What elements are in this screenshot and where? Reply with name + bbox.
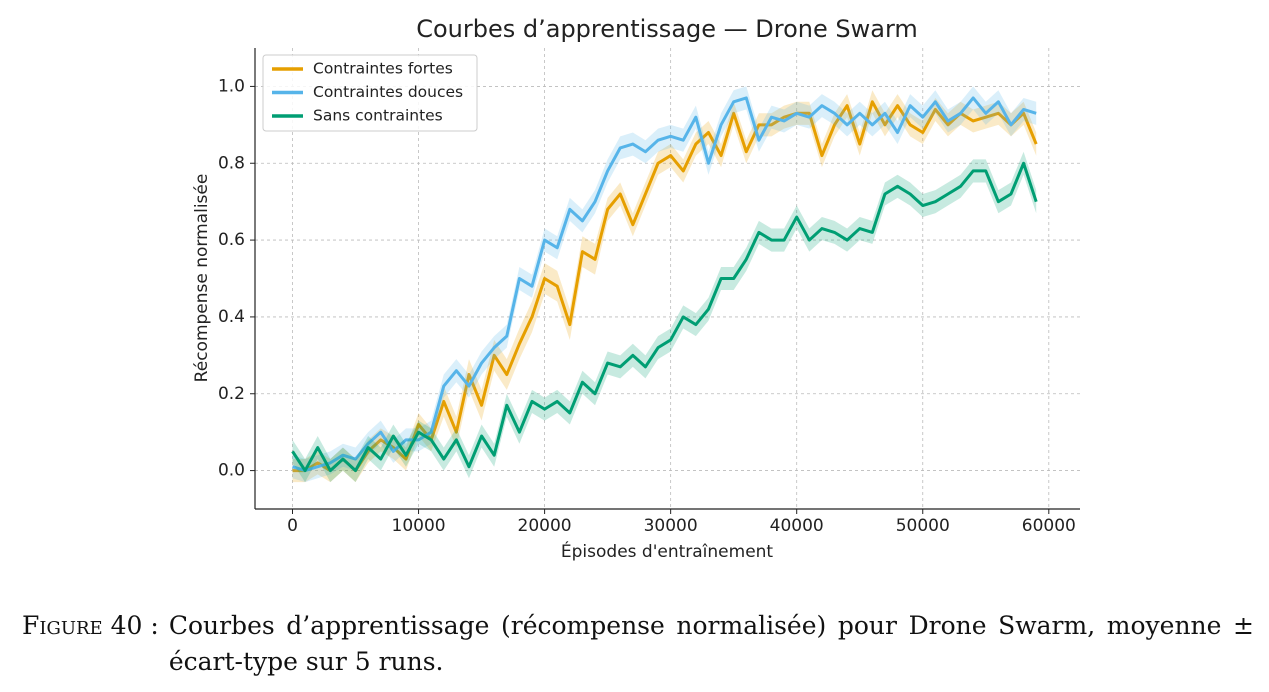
x-tick-label: 20000: [518, 516, 572, 536]
x-tick-label: 60000: [1022, 516, 1076, 536]
chart-title: Courbes d’apprentissage — Drone Swarm: [416, 15, 918, 43]
x-tick-label: 0: [287, 516, 298, 536]
x-tick-label: 10000: [392, 516, 446, 536]
y-tick-label: 0.8: [218, 153, 245, 173]
line: [292, 100, 1038, 473]
y-tick-label: 0.2: [218, 384, 245, 404]
caption-label: Figure 40 :: [22, 611, 159, 640]
legend-label: Sans contraintes: [313, 107, 443, 125]
y-tick-label: 0.6: [218, 230, 245, 250]
caption-text: Courbes d’apprentissage (récompense norm…: [168, 611, 1254, 676]
std-band: [292, 86, 1037, 483]
line: [291, 161, 1038, 473]
y-tick-label: 0.4: [218, 307, 245, 327]
y-tick-label: 0.0: [218, 461, 245, 481]
legend-label: Contraintes douces: [313, 83, 463, 101]
chart: Courbes d’apprentissage — Drone Swarm Ép…: [192, 15, 1080, 562]
x-axis-label: Épisodes d'entraînement: [561, 540, 774, 562]
std-band: [292, 151, 1037, 483]
x-tick-label: 30000: [644, 516, 698, 536]
legend-label: Contraintes fortes: [313, 60, 453, 78]
legend-box: [262, 54, 478, 132]
x-tick-label: 40000: [770, 516, 824, 536]
x-tick-label: 50000: [896, 516, 950, 536]
std-band: [292, 90, 1037, 483]
line: [292, 96, 1037, 473]
caption: Figure 40 : Courbes d’apprentissage (réc…: [22, 608, 1254, 680]
y-tick-label: 1.0: [218, 76, 245, 96]
y-axis-label: Récompense normalisée: [192, 174, 212, 383]
